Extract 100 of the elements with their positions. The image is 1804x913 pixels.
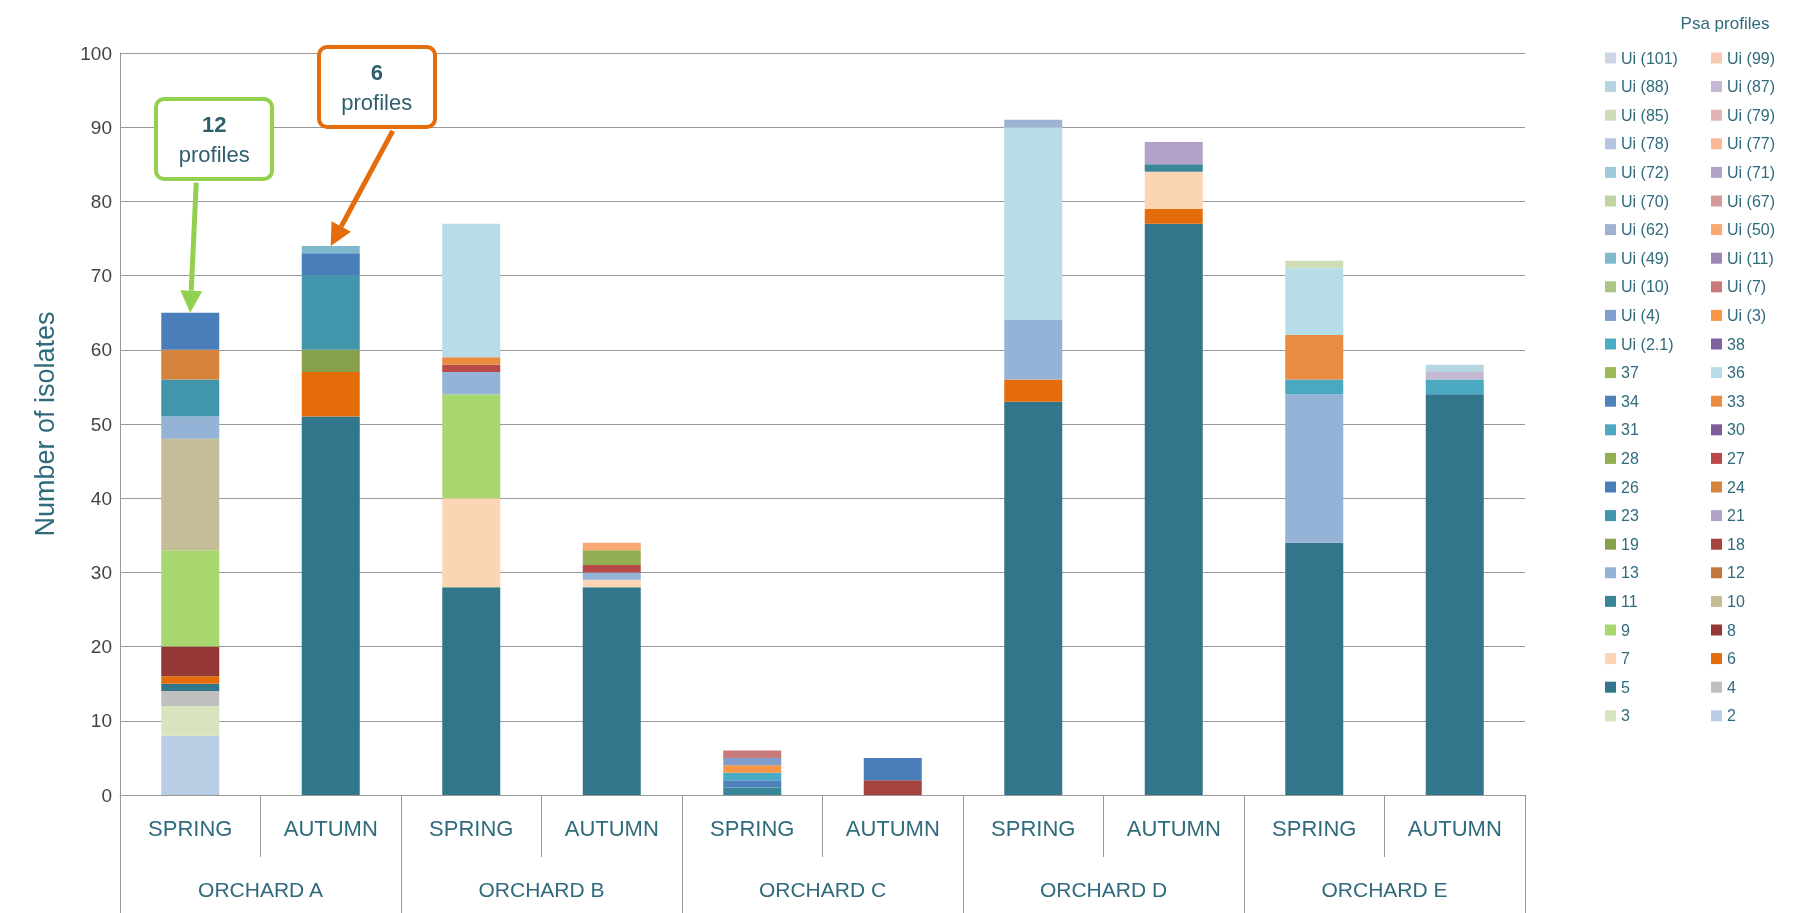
bar [161, 646, 220, 677]
legend-label: 9 [1621, 621, 1630, 639]
bar [1144, 142, 1203, 165]
legend-label: 19 [1621, 535, 1639, 553]
legend-label: Ui (67) [1727, 192, 1776, 210]
bar [442, 498, 501, 588]
legend-label: Ui (77) [1727, 135, 1776, 153]
text: ORCHARD D [1039, 878, 1168, 901]
legend-label: Ui (3) [1727, 306, 1767, 324]
legend-label: 4 [1727, 678, 1736, 696]
annotation: 6 profiles [340, 58, 414, 117]
y-tick-label: 50 [90, 413, 112, 435]
bar [1425, 364, 1484, 373]
bar [161, 312, 220, 350]
legend-label: 33 [1727, 392, 1745, 410]
text: ORCHARD E [1321, 878, 1448, 901]
bar [301, 372, 360, 417]
legend-label: 38 [1727, 335, 1745, 353]
bar [442, 357, 501, 365]
legend-label: 37 [1621, 364, 1639, 382]
legend-label: Ui (79) [1727, 106, 1776, 124]
bar [1285, 260, 1344, 269]
bar [582, 572, 641, 580]
bar [301, 245, 360, 254]
legend-label: 7 [1621, 650, 1630, 668]
bar [161, 349, 220, 380]
bar [161, 691, 220, 706]
text: ORCHARD B [478, 878, 605, 901]
y-tick-label: 30 [90, 561, 112, 583]
x-tick-label: SPRING [148, 815, 233, 841]
legend-label: 8 [1727, 621, 1736, 639]
legend-label: 3 [1621, 707, 1630, 725]
bar [301, 349, 360, 373]
x-tick-label: SPRING [710, 815, 795, 841]
bar [1144, 223, 1203, 795]
legend-label: Ui (2.1) [1621, 335, 1674, 353]
legend-label: 10 [1727, 592, 1745, 610]
bar [723, 750, 782, 758]
x-tick-label: AUTUMN [1407, 815, 1502, 841]
legend-label: 2 [1727, 707, 1736, 725]
legend-label: 24 [1727, 478, 1745, 496]
x-tick-label: AUTUMN [1126, 815, 1221, 841]
y-tick-label: 0 [101, 784, 112, 806]
bar [1285, 542, 1344, 795]
bar [442, 372, 501, 395]
bar [723, 780, 782, 788]
legend-label: 21 [1727, 507, 1745, 525]
bar [582, 587, 641, 795]
y-axis-title: Number of isolates [29, 311, 60, 537]
legend-label: 11 [1621, 592, 1638, 610]
bar [1004, 401, 1063, 795]
bar [1285, 394, 1344, 543]
bar [161, 438, 220, 551]
bar [301, 253, 360, 276]
legend-label: 26 [1621, 478, 1639, 496]
y-tick-label: 40 [90, 487, 112, 509]
legend-label: 28 [1621, 449, 1639, 467]
legend-label: 18 [1727, 535, 1745, 553]
legend-label: 13 [1621, 564, 1639, 582]
bar [1425, 394, 1484, 795]
bar [582, 564, 641, 573]
text: ORCHARD A [198, 878, 323, 901]
legend-label: Ui (7) [1727, 278, 1767, 296]
legend-label: 27 [1727, 449, 1745, 467]
legend-label: Ui (4) [1621, 306, 1661, 324]
bar [161, 735, 220, 795]
x-tick-label: AUTUMN [564, 815, 659, 841]
bar [863, 757, 922, 781]
legend-label: 23 [1621, 507, 1639, 525]
y-tick-label: 100 [80, 42, 112, 64]
legend-label: 12 [1727, 564, 1745, 582]
y-tick-label: 70 [90, 265, 112, 287]
bar [1285, 379, 1344, 395]
legend-label: 5 [1621, 678, 1630, 696]
legend-label: Ui (70) [1621, 192, 1670, 210]
bar [582, 542, 641, 551]
legend-label: Ui (62) [1621, 221, 1670, 239]
legend-title: Psa profiles [1680, 14, 1770, 33]
bar [1425, 372, 1484, 380]
x-tick-label: SPRING [991, 815, 1076, 841]
bar [1004, 119, 1063, 128]
bar [161, 683, 220, 692]
x-tick-label: AUTUMN [845, 815, 940, 841]
legend-label: Ui (101) [1621, 49, 1678, 67]
legend-label: Ui (10) [1621, 278, 1670, 296]
bar [161, 379, 220, 417]
bar [442, 223, 501, 358]
x-tick-label: AUTUMN [283, 815, 378, 841]
legend-label: Ui (50) [1727, 221, 1776, 239]
bar [1004, 320, 1063, 380]
bar [1004, 379, 1063, 402]
legend-label: 30 [1727, 421, 1745, 439]
bar [161, 550, 220, 647]
bar [723, 765, 782, 773]
bar [301, 416, 360, 795]
y-tick-label: 20 [90, 636, 112, 658]
bar [1144, 171, 1203, 209]
legend-label: 36 [1727, 364, 1745, 382]
bar [1425, 379, 1484, 395]
bar [442, 587, 501, 795]
